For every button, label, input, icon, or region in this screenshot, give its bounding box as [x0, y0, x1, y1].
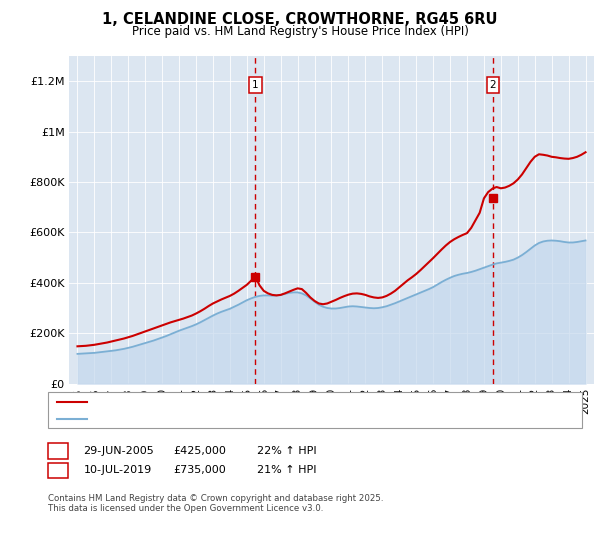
Text: 10-JUL-2019: 10-JUL-2019: [83, 465, 152, 475]
Text: 2: 2: [490, 80, 496, 90]
Text: HPI: Average price, detached house, Wokingham: HPI: Average price, detached house, Woki…: [93, 414, 347, 424]
Text: 21% ↑ HPI: 21% ↑ HPI: [257, 465, 317, 475]
Text: 1, CELANDINE CLOSE, CROWTHORNE, RG45 6RU: 1, CELANDINE CLOSE, CROWTHORNE, RG45 6RU: [102, 12, 498, 27]
Text: 1: 1: [55, 446, 62, 456]
Text: 1: 1: [252, 80, 259, 90]
Text: 2: 2: [55, 465, 62, 475]
Text: £735,000: £735,000: [173, 465, 226, 475]
Text: Price paid vs. HM Land Registry's House Price Index (HPI): Price paid vs. HM Land Registry's House …: [131, 25, 469, 38]
Text: £425,000: £425,000: [173, 446, 226, 456]
Text: Contains HM Land Registry data © Crown copyright and database right 2025.
This d: Contains HM Land Registry data © Crown c…: [48, 494, 383, 514]
Text: 22% ↑ HPI: 22% ↑ HPI: [257, 446, 317, 456]
Text: 1, CELANDINE CLOSE, CROWTHORNE, RG45 6RU (detached house): 1, CELANDINE CLOSE, CROWTHORNE, RG45 6RU…: [93, 396, 442, 407]
Text: 29-JUN-2005: 29-JUN-2005: [83, 446, 154, 456]
